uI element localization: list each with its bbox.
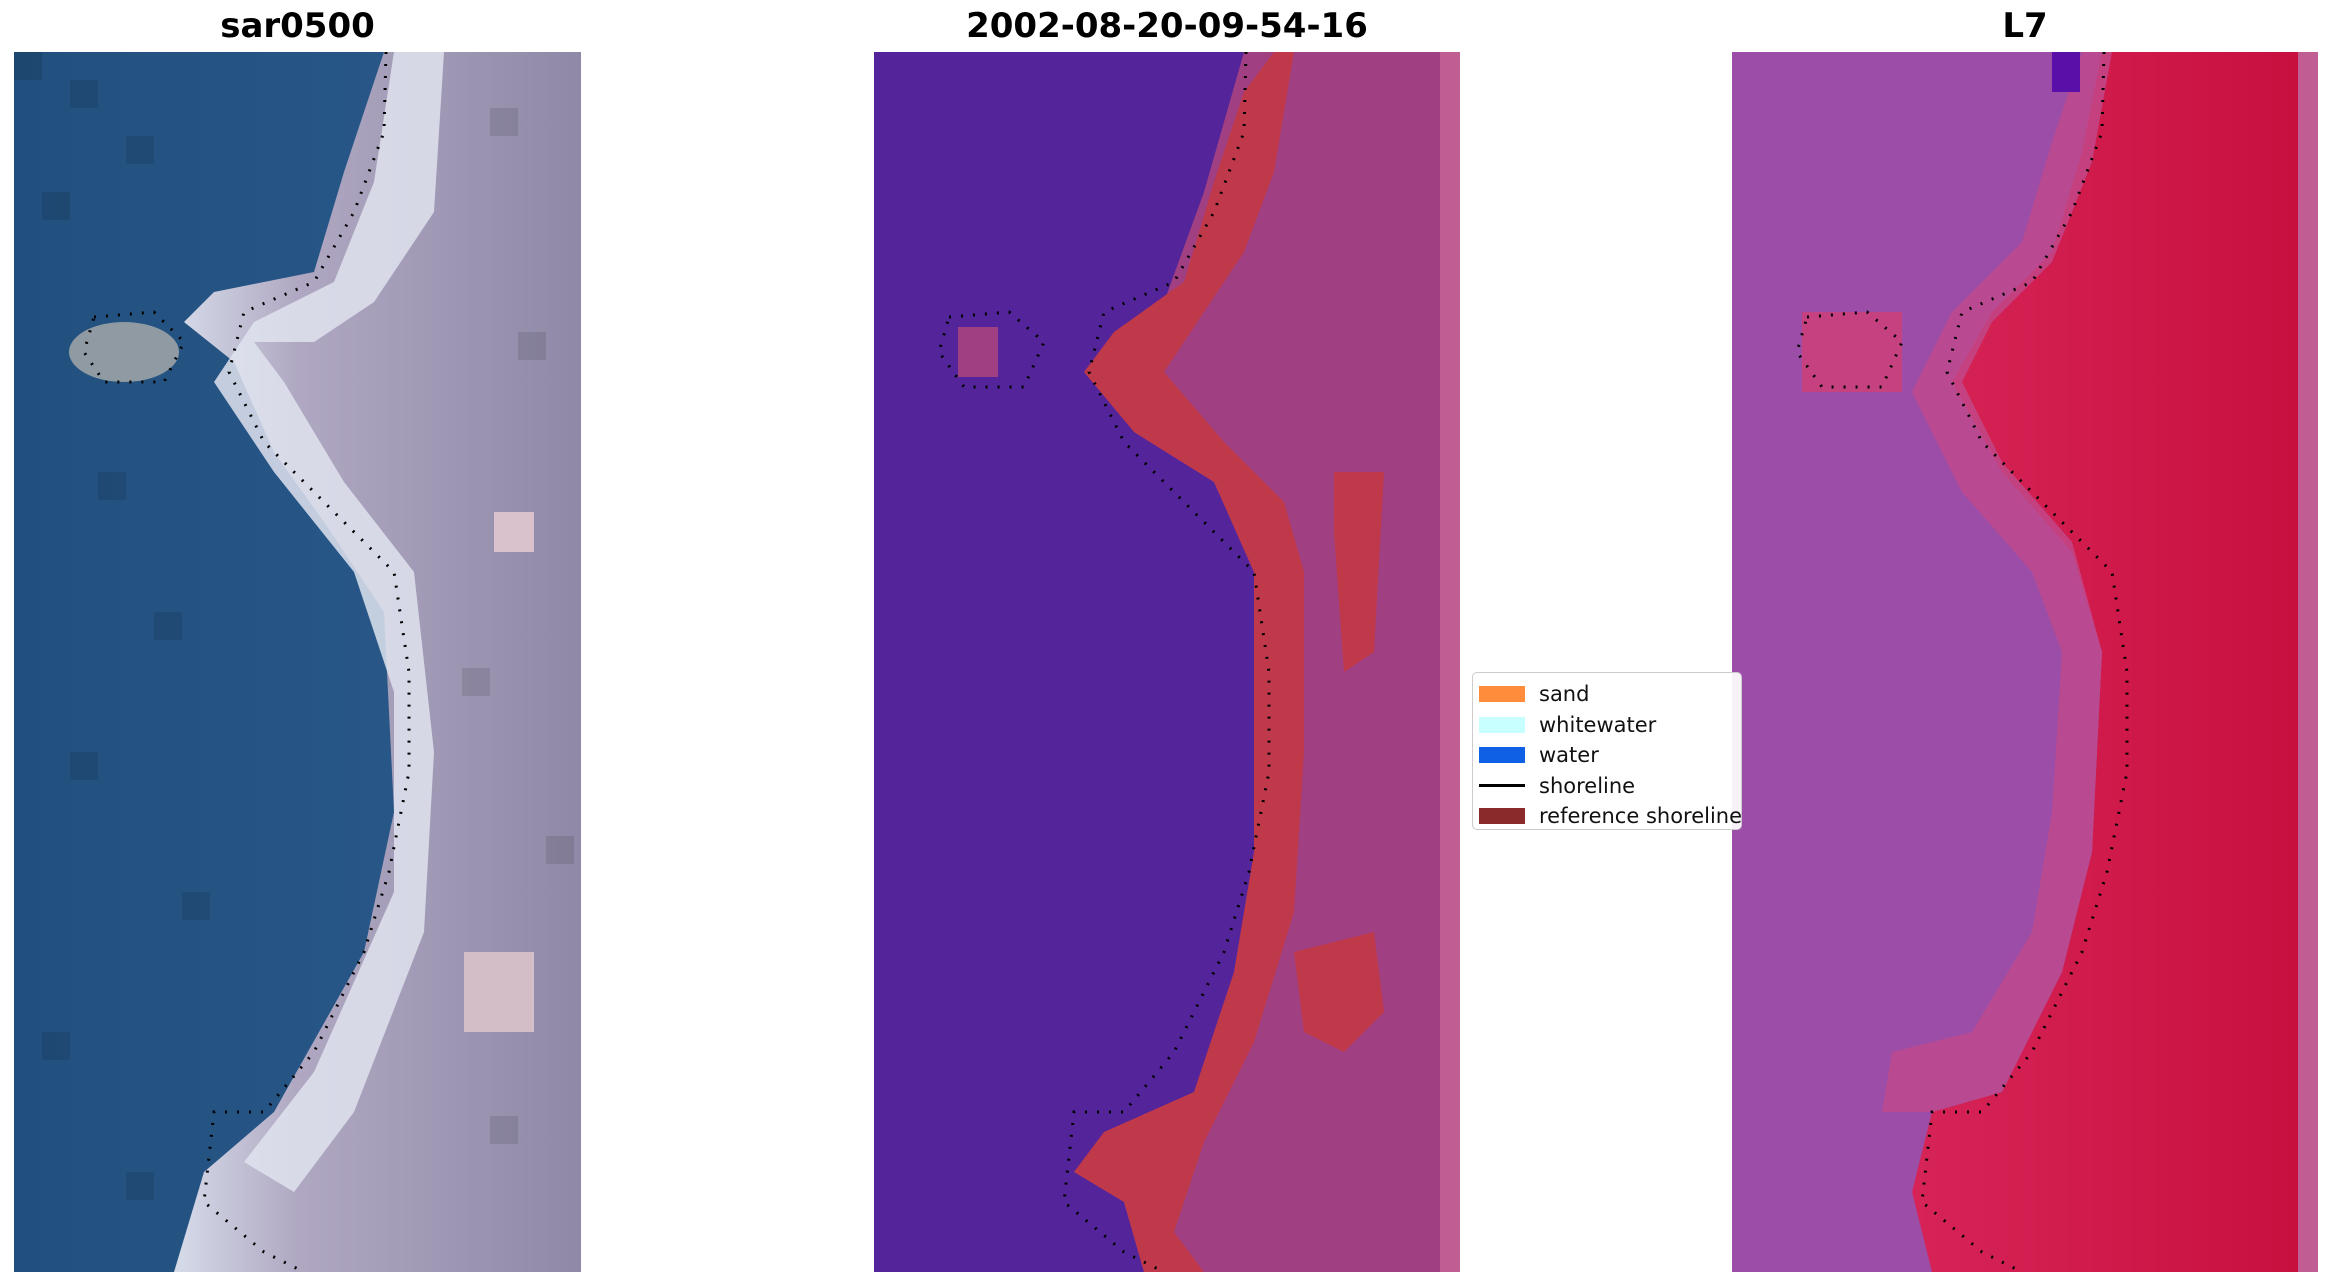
legend-swatch-whitewater xyxy=(1479,716,1525,733)
legend-item-whitewater: whitewater xyxy=(1479,710,1741,741)
legend-item-reference-shoreline: reference shoreline xyxy=(1479,801,1743,832)
legend-swatch-sand xyxy=(1479,686,1525,703)
beach-strip xyxy=(214,52,444,1192)
islet-class xyxy=(958,327,998,377)
sand-class xyxy=(1074,52,1304,1272)
panel-title-index: L7 xyxy=(2002,6,2048,46)
classified-image xyxy=(874,52,1460,1272)
legend: sand whitewater water shoreline referenc… xyxy=(1472,672,1742,830)
index-image xyxy=(1732,52,2318,1272)
land-index xyxy=(1912,52,2298,1272)
panel-title-rgb: sar0500 xyxy=(220,6,375,46)
shoreline xyxy=(1795,52,2129,1272)
islet xyxy=(69,322,179,382)
legend-item-shoreline: shoreline xyxy=(1479,771,1741,802)
legend-label-water: water xyxy=(1539,743,1599,768)
islet-index xyxy=(1802,312,1902,392)
legend-item-water: water xyxy=(1479,740,1741,771)
legend-line-shoreline xyxy=(1479,784,1525,788)
shoreline xyxy=(82,52,411,1272)
rgb-satellite-image xyxy=(14,52,581,1272)
legend-label-sand: sand xyxy=(1539,682,1590,707)
shoreline xyxy=(937,52,1271,1272)
legend-swatch-reference-shoreline xyxy=(1479,808,1525,825)
legend-label-shoreline: shoreline xyxy=(1539,773,1636,798)
legend-swatch-water xyxy=(1479,747,1525,764)
legend-label-whitewater: whitewater xyxy=(1539,712,1657,737)
panel-title-classified: 2002-08-20-09-54-16 xyxy=(966,6,1368,46)
legend-item-sand: sand xyxy=(1479,679,1741,710)
legend-label-reference-shoreline: reference shoreline xyxy=(1539,804,1743,829)
